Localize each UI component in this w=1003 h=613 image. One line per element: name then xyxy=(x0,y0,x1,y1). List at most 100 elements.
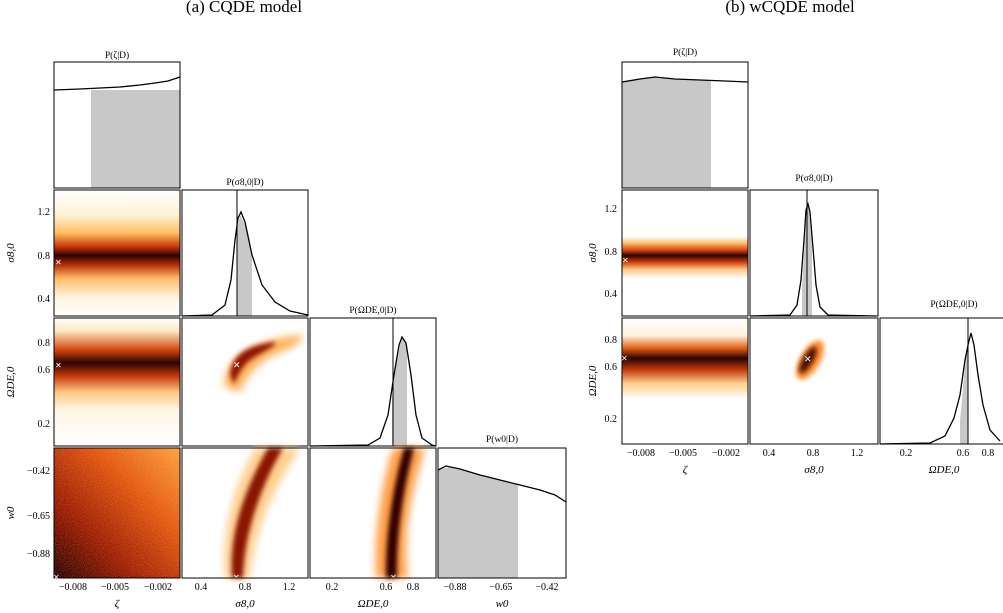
marginal-title: P(σ8,0|D) xyxy=(226,177,263,188)
tick-label: 0.4 xyxy=(38,294,51,305)
density-curve xyxy=(749,201,877,317)
density-contour-inner xyxy=(385,448,414,578)
marginal-title: P(ζ|D) xyxy=(105,50,129,61)
tick-label: 1.2 xyxy=(605,204,618,215)
y-axis-label: σ8,0 xyxy=(5,243,17,263)
shaded-interval xyxy=(91,90,180,188)
marginal-zeta-b: P(ζ|D) xyxy=(621,47,749,189)
axes-frame xyxy=(621,189,749,317)
tick-label: 1.2 xyxy=(38,207,51,218)
tick-label: 0.8 xyxy=(605,335,618,346)
y-axis-label: σ8,0 xyxy=(587,243,599,263)
tick-label: 0.8 xyxy=(982,448,995,459)
tick-label: 0.4 xyxy=(195,582,208,593)
x-ticks-sigma8-a: 0.4 0.8 1.2 σ8,0 xyxy=(195,582,296,610)
tick-label: −0.008 xyxy=(59,582,87,593)
x-axis-label: ζ xyxy=(115,598,121,610)
density-curve xyxy=(309,335,437,447)
marginal-zeta-a: P(ζ|D) xyxy=(53,50,181,189)
marginal-title: P(ΩDE,0|D) xyxy=(930,299,977,310)
tick-label: −0.88 xyxy=(27,549,50,560)
tick-label: 1.2 xyxy=(851,448,864,459)
axes-frame xyxy=(181,317,309,447)
axes-frame xyxy=(309,317,437,447)
tick-label: 0.2 xyxy=(326,582,339,593)
best-fit-marker: ✕ xyxy=(55,361,62,370)
axes-frame xyxy=(181,447,309,579)
y-axis-label: ΩDE,0 xyxy=(587,365,599,396)
marginal-omega-b: P(ΩDE,0|D) xyxy=(879,299,1003,445)
tick-label: 0.2 xyxy=(605,414,618,425)
x-axis-label: σ8,0 xyxy=(235,598,255,610)
tick-label: 1.2 xyxy=(283,582,296,593)
x-axis-label: ΩDE,0 xyxy=(358,598,389,610)
best-fit-marker: ✕ xyxy=(622,256,629,265)
y-axis-label: w0 xyxy=(5,506,17,519)
marginal-title: P(ζ|D) xyxy=(673,47,697,58)
marginal-omega-a: P(ΩDE,0|D) xyxy=(309,305,437,447)
panel-b: P(ζ|D) ✕ P(σ8,0|D) ✕ ✕ xyxy=(587,47,1003,476)
density-noise xyxy=(54,448,180,578)
panel-b-caption: (b) wCQDE model xyxy=(725,0,855,16)
x-ticks-sigma8-b: 0.4 0.8 1.2 σ8,0 xyxy=(763,448,864,476)
tick-label: −0.005 xyxy=(669,448,697,459)
x-axis-label: σ8,0 xyxy=(804,464,824,476)
density-curve xyxy=(181,210,309,317)
marginal-title: P(ΩDE,0|D) xyxy=(349,305,396,316)
y-ticks-omega-b: 0.8 0.6 0.2 ΩDE,0 xyxy=(587,335,617,425)
axes-frame xyxy=(621,61,749,189)
best-fit-marker: ✕ xyxy=(804,354,812,364)
y-axis-label: ΩDE,0 xyxy=(5,366,17,397)
density-curve xyxy=(621,76,749,83)
best-fit-marker: ✕ xyxy=(53,573,60,582)
joint-sigma8-w0-a: ✕ xyxy=(181,447,309,582)
tick-label: 0.6 xyxy=(38,365,51,376)
joint-omega-w0-a: ✕ xyxy=(309,447,437,582)
tick-label: 0.2 xyxy=(900,448,913,459)
panel-a: P(ζ|D) ✕ P(σ8,0|D) ✕ ✕ xyxy=(5,50,567,610)
tick-label: 0.6 xyxy=(605,362,618,373)
x-axis-label: ζ xyxy=(683,464,689,476)
tick-label: 0.6 xyxy=(957,448,970,459)
joint-zeta-sigma8-a: ✕ xyxy=(53,189,181,317)
axes-frame xyxy=(309,447,437,579)
tick-label: −0.42 xyxy=(535,582,558,593)
density-contour-inner xyxy=(230,342,276,384)
axes-frame xyxy=(749,189,879,317)
axes-frame xyxy=(879,317,1003,445)
tick-label: 0.8 xyxy=(38,251,51,262)
axes-frame xyxy=(437,447,567,579)
axes-frame xyxy=(53,447,181,579)
shaded-interval xyxy=(960,347,968,444)
axes-frame xyxy=(621,317,749,445)
tick-label: −0.002 xyxy=(712,448,740,459)
marginal-title: P(w0|D) xyxy=(486,434,518,445)
marginal-sigma8-b: P(σ8,0|D) xyxy=(749,173,879,317)
tick-label: −0.65 xyxy=(489,582,512,593)
axes-frame xyxy=(53,317,181,447)
density-map xyxy=(54,318,180,446)
tick-label: 0.8 xyxy=(807,448,820,459)
shaded-interval xyxy=(392,337,407,446)
density-contour-inner xyxy=(231,448,283,578)
tick-label: 0.8 xyxy=(605,247,618,258)
tick-label: −0.88 xyxy=(443,582,466,593)
density-map xyxy=(54,190,180,316)
tick-label: 0.4 xyxy=(763,448,776,459)
x-ticks-w0-a: −0.88 −0.65 −0.42 w0 xyxy=(443,582,558,610)
y-ticks-w0-a: −0.42 −0.65 −0.88 w0 xyxy=(5,466,50,560)
tick-label: −0.002 xyxy=(144,582,172,593)
density-curve xyxy=(437,465,567,503)
best-fit-marker: ✕ xyxy=(233,360,241,370)
x-axis-label: w0 xyxy=(496,598,509,610)
axes-frame xyxy=(749,317,879,445)
y-ticks-sigma8-a: 1.2 0.8 0.4 σ8,0 xyxy=(5,207,50,305)
panel-a-caption: (a) CQDE model xyxy=(186,0,302,16)
shaded-interval xyxy=(237,215,252,316)
tick-label: 0.6 xyxy=(380,582,393,593)
joint-sigma8-omega-b: ✕ xyxy=(749,317,879,445)
tick-label: −0.42 xyxy=(27,466,50,477)
tick-label: 0.8 xyxy=(407,582,420,593)
density-map xyxy=(622,318,748,444)
axes-frame xyxy=(181,189,309,317)
